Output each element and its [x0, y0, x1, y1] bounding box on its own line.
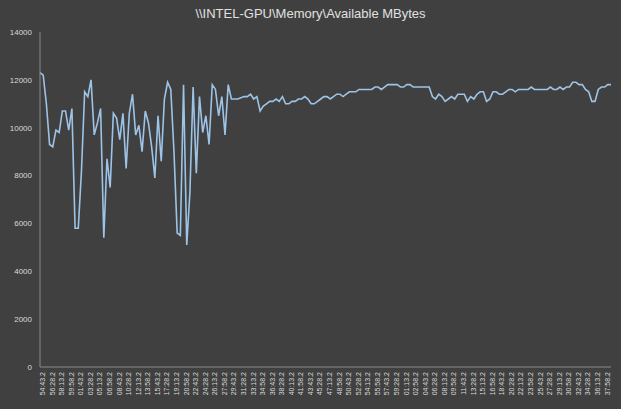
svg-text:20:28.2: 20:28.2 — [508, 372, 515, 395]
svg-text:20:58.2: 20:58.2 — [183, 372, 190, 395]
svg-text:36:43.2: 36:43.2 — [269, 372, 276, 395]
svg-text:54:13.2: 54:13.2 — [364, 372, 371, 395]
svg-text:52:28.2: 52:28.2 — [355, 372, 362, 395]
svg-text:09:58.2: 09:58.2 — [450, 372, 457, 395]
svg-text:23:58.2: 23:58.2 — [527, 372, 534, 395]
svg-text:10:28.2: 10:28.2 — [125, 372, 132, 395]
svg-text:22:13.2: 22:13.2 — [517, 372, 524, 395]
svg-text:56:28.2: 56:28.2 — [49, 372, 56, 395]
svg-text:15:13.2: 15:13.2 — [479, 372, 486, 395]
svg-text:48:58.2: 48:58.2 — [336, 372, 343, 395]
svg-text:32:43.2: 32:43.2 — [575, 372, 582, 395]
svg-text:6000: 6000 — [14, 219, 32, 228]
svg-text:50:43.2: 50:43.2 — [345, 372, 352, 395]
svg-text:10000: 10000 — [10, 124, 33, 133]
svg-text:24:28.2: 24:28.2 — [202, 372, 209, 395]
svg-text:18:43.2: 18:43.2 — [498, 372, 505, 395]
svg-text:34:28.2: 34:28.2 — [584, 372, 591, 395]
svg-text:41:58.2: 41:58.2 — [297, 372, 304, 395]
svg-text:29:13.2: 29:13.2 — [556, 372, 563, 395]
svg-text:25:43.2: 25:43.2 — [537, 372, 544, 395]
svg-text:30:58.2: 30:58.2 — [565, 372, 572, 395]
svg-text:34:58.2: 34:58.2 — [259, 372, 266, 395]
svg-text:43:43.2: 43:43.2 — [307, 372, 314, 395]
svg-text:01:13.2: 01:13.2 — [403, 372, 410, 395]
svg-text:33:13.2: 33:13.2 — [250, 372, 257, 395]
svg-text:05:13.2: 05:13.2 — [96, 372, 103, 395]
svg-text:13:58.2: 13:58.2 — [144, 372, 151, 395]
svg-text:13:28.2: 13:28.2 — [470, 372, 477, 395]
svg-text:17:28.2: 17:28.2 — [163, 372, 170, 395]
svg-text:47:13.2: 47:13.2 — [326, 372, 333, 395]
svg-text:57:43.2: 57:43.2 — [383, 372, 390, 395]
svg-text:26:13.2: 26:13.2 — [211, 372, 218, 395]
svg-text:16:58.2: 16:58.2 — [489, 372, 496, 395]
svg-text:29:43.2: 29:43.2 — [230, 372, 237, 395]
svg-text:08:43.2: 08:43.2 — [116, 372, 123, 395]
svg-text:02:58.2: 02:58.2 — [412, 372, 419, 395]
svg-text:2000: 2000 — [14, 315, 32, 324]
svg-text:58:13.2: 58:13.2 — [58, 372, 65, 395]
svg-text:31:28.2: 31:28.2 — [240, 372, 247, 395]
svg-text:01:43.2: 01:43.2 — [77, 372, 84, 395]
svg-text:15:43.2: 15:43.2 — [154, 372, 161, 395]
svg-text:37:58.2: 37:58.2 — [604, 372, 611, 395]
svg-text:14000: 14000 — [10, 28, 33, 37]
svg-text:11:43.2: 11:43.2 — [460, 372, 467, 395]
svg-text:27:58.2: 27:58.2 — [221, 372, 228, 395]
svg-text:03:28.2: 03:28.2 — [87, 372, 94, 395]
svg-text:8000: 8000 — [14, 171, 32, 180]
svg-text:19:13.2: 19:13.2 — [173, 372, 180, 395]
svg-text:4000: 4000 — [14, 267, 32, 276]
svg-text:27:28.2: 27:28.2 — [546, 372, 553, 395]
svg-text:38:28.2: 38:28.2 — [278, 372, 285, 395]
svg-text:06:58.2: 06:58.2 — [106, 372, 113, 395]
svg-text:22:43.2: 22:43.2 — [192, 372, 199, 395]
svg-text:59:58.2: 59:58.2 — [68, 372, 75, 395]
svg-text:45:28.2: 45:28.2 — [316, 372, 323, 395]
svg-text:12:13.2: 12:13.2 — [135, 372, 142, 395]
svg-text:59:28.2: 59:28.2 — [393, 372, 400, 395]
svg-text:36:13.2: 36:13.2 — [594, 372, 601, 395]
svg-text:40:13.2: 40:13.2 — [288, 372, 295, 395]
svg-text:0: 0 — [28, 363, 33, 372]
svg-text:12000: 12000 — [10, 76, 33, 85]
svg-text:06:28.2: 06:28.2 — [431, 372, 438, 395]
svg-text:08:13.2: 08:13.2 — [441, 372, 448, 395]
svg-text:04:43.2: 04:43.2 — [422, 372, 429, 395]
svg-text:55:58.2: 55:58.2 — [374, 372, 381, 395]
svg-text:54:43.2: 54:43.2 — [39, 372, 46, 395]
html-text:\\INTEL-GPU\Memory\Available M: \\INTEL-GPU\Memory\Available MBytes — [195, 6, 426, 21]
